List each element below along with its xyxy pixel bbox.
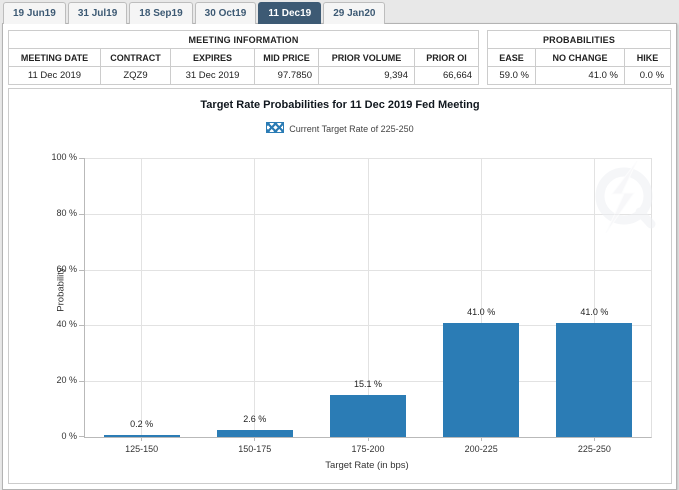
- prob-col-header-1: NO CHANGE: [535, 48, 625, 67]
- y-tick-label-20: 20 %: [56, 375, 77, 385]
- meeting-value-5: 66,664: [413, 66, 480, 85]
- main-panel: MEETING INFORMATION MEETING DATE CONTRACT…: [2, 23, 677, 490]
- v-gridline-125-150: [141, 158, 143, 437]
- v-gridline-200-225: [480, 158, 482, 437]
- meeting-info-title: MEETING INFORMATION: [7, 30, 480, 49]
- meeting-col-header-1: CONTRACT: [100, 48, 171, 67]
- meeting-value-4: 9,394: [318, 66, 415, 85]
- bar-125-150[interactable]: [103, 435, 180, 437]
- y-tick-label-100: 100 %: [51, 152, 77, 162]
- x-category-label-225-250: 225-250: [577, 444, 611, 454]
- chart-legend: Current Target Rate of 225-250: [9, 122, 671, 134]
- y-tick-40: [79, 325, 85, 326]
- y-tick-20: [79, 381, 85, 382]
- meeting-value-1: ZQZ9: [100, 66, 171, 85]
- x-tick-125-150: [141, 437, 143, 441]
- probabilities-table: PROBABILITIES EASE NO CHANGE HIKE 59.0 % 41…: [486, 30, 672, 85]
- meeting-tabbar: 19 Jun19 31 Jul19 18 Sep19 30 Oct19 11 Dec19…: [3, 2, 386, 24]
- meeting-header-row: MEETING DATE CONTRACT EXPIRES MID PRICE PRIO…: [8, 48, 480, 67]
- bar-value-label-175-200: 15.1 %: [353, 379, 383, 389]
- bar-200-225[interactable]: [443, 323, 520, 437]
- tab-30-oct19[interactable]: 30 Oct19: [194, 2, 257, 24]
- bar-value-label-225-250: 41.0 %: [580, 307, 609, 317]
- bar-value-label-200-225: 41.0 %: [467, 307, 496, 317]
- x-category-label-175-200: 175-200: [351, 444, 385, 454]
- bar-175-200[interactable]: [330, 395, 406, 437]
- legend-hatch-swatch-icon: [266, 122, 285, 133]
- chart-panel: Target Rate Probabilities for 11 Dec 201…: [8, 88, 672, 484]
- meeting-col-header-2: EXPIRES: [170, 48, 255, 67]
- v-gridline-175-200: [367, 158, 369, 437]
- prob-value-2: 0.0 %: [623, 66, 672, 85]
- plot-area: 0 % 20 % 40 % 60 % 80 % 100 % 0.2 % 125-150 2.6 …: [51, 152, 656, 454]
- bar-value-label-150-175: 2.6 %: [243, 414, 267, 424]
- prob-col-header-0: EASE: [487, 48, 536, 67]
- chart-title: Target Rate Probabilities for 11 Dec 201…: [200, 99, 480, 111]
- x-category-label-150-175: 150-175: [238, 444, 272, 454]
- y-tick-80: [79, 214, 85, 215]
- v-gridline-150-175: [254, 158, 256, 437]
- bar-value-label-125-150: 0.2 %: [130, 419, 154, 429]
- probabilities-header-row: EASE NO CHANGE HIKE: [487, 48, 672, 67]
- prob-value-1: 41.0 %: [535, 66, 625, 85]
- meeting-col-header-3: MID PRICE: [254, 48, 319, 67]
- x-tick-150-175: [254, 437, 256, 441]
- x-category-label-125-150: 125-150: [125, 444, 159, 454]
- meeting-value-2: 31 Dec 2019: [170, 66, 255, 85]
- x-axis-title: Target Rate (in bps): [325, 460, 409, 471]
- x-tick-225-250: [593, 437, 595, 441]
- v-gridline-225-250: [593, 158, 595, 437]
- meeting-value-0: 11 Dec 2019: [8, 66, 101, 85]
- meeting-col-header-0: MEETING DATE: [8, 48, 101, 67]
- prob-value-0: 59.0 %: [487, 66, 536, 85]
- y-tick-0: [79, 436, 85, 437]
- meeting-value-row: 11 Dec 2019 ZQZ9 31 Dec 2019 97.7850 9,394 66…: [8, 66, 480, 85]
- probabilities-title: PROBABILITIES: [486, 30, 672, 49]
- prob-col-header-2: HIKE: [623, 48, 672, 67]
- tab-11-dec19[interactable]: 11 Dec19: [258, 2, 322, 24]
- legend-label: Current Target Rate of 225-250: [289, 124, 414, 134]
- q-lightning-watermark-icon: [595, 160, 656, 234]
- y-tick-100: [79, 158, 85, 159]
- x-tick-175-200: [367, 437, 369, 441]
- meeting-information-table: MEETING INFORMATION MEETING DATE CONTRACT…: [7, 30, 480, 85]
- probabilities-value-row: 59.0 % 41.0 % 0.0 %: [487, 66, 672, 85]
- tab-31-jul19[interactable]: 31 Jul19: [67, 2, 128, 24]
- meeting-col-header-4: PRIOR VOLUME: [318, 48, 415, 67]
- bar-150-175[interactable]: [216, 430, 293, 437]
- x-tick-200-225: [480, 437, 482, 441]
- y-tick-label-60: 60 %: [56, 264, 77, 274]
- tab-19-jun19[interactable]: 19 Jun19: [3, 2, 66, 24]
- meeting-value-3: 97.7850: [254, 66, 319, 85]
- tab-29-jan20[interactable]: 29 Jan20: [323, 2, 386, 24]
- meeting-col-header-5: PRIOR OI: [413, 48, 480, 67]
- y-tick-60: [79, 270, 85, 271]
- y-tick-label-40: 40 %: [56, 319, 77, 329]
- y-tick-label-0: 0 %: [61, 431, 77, 441]
- y-tick-label-80: 80 %: [56, 208, 77, 218]
- tab-18-sep19[interactable]: 18 Sep19: [129, 2, 193, 24]
- x-category-label-200-225: 200-225: [464, 444, 498, 454]
- bar-225-250[interactable]: [556, 323, 633, 437]
